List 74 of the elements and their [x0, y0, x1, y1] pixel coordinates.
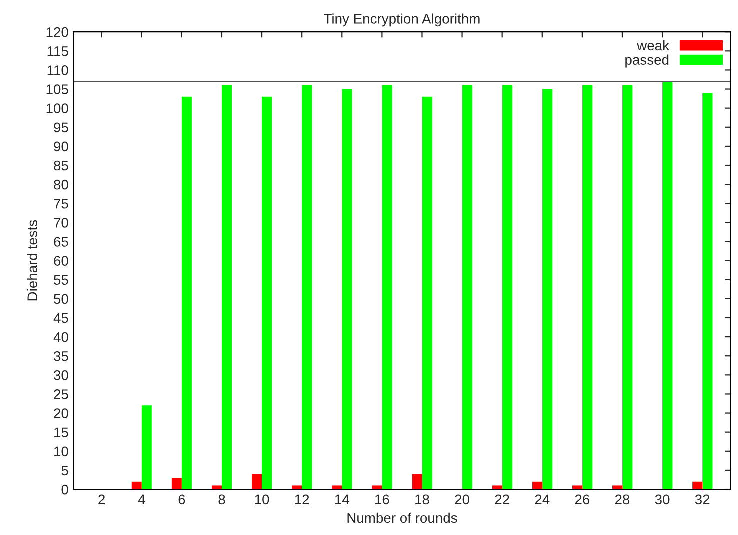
y-axis-title: Diehard tests: [27, 220, 38, 301]
bar: [302, 85, 312, 490]
y-tick-label: 10: [54, 446, 68, 457]
y-tick-label: 35: [54, 351, 68, 362]
y-tick-label: 40: [54, 332, 68, 342]
x-tick-label: 22: [495, 494, 510, 504]
bar: [252, 474, 262, 490]
bar: [342, 89, 352, 490]
bar: [612, 486, 622, 490]
bar: [132, 482, 142, 490]
y-tick-label: 50: [54, 294, 68, 304]
bar: [702, 93, 713, 490]
bar: [662, 82, 673, 490]
y-tick-label: 55: [54, 275, 68, 286]
bar: [292, 486, 302, 490]
bar: [142, 406, 152, 490]
x-tick-label: 6: [178, 494, 186, 505]
legend-label: weak: [637, 40, 670, 51]
bar: [532, 482, 542, 490]
x-tick-label: 14: [335, 494, 350, 504]
y-tick-label: 25: [54, 390, 68, 400]
bar: [412, 474, 422, 490]
bar: [422, 96, 432, 490]
y-tick-label: 85: [54, 160, 68, 171]
y-tick-label: 120: [46, 27, 68, 38]
y-tick-label: 30: [54, 370, 68, 380]
bar: [572, 486, 582, 490]
bar: [462, 85, 472, 490]
y-tick-label: 5: [62, 466, 68, 476]
x-tick-label: 16: [376, 494, 390, 505]
bar: [502, 85, 512, 490]
bar: [622, 85, 632, 490]
bar: [332, 486, 342, 490]
bar: [372, 486, 382, 490]
x-axis-title: Number of rounds: [348, 512, 458, 524]
bar: [582, 85, 592, 490]
x-tick-label: 24: [535, 494, 550, 504]
y-tick-label: 75: [54, 199, 68, 209]
y-tick-label: 45: [54, 313, 68, 324]
bar: [262, 96, 272, 490]
bar: [212, 486, 222, 490]
legend-label: passed: [626, 54, 669, 68]
bar: [172, 478, 182, 490]
bar: [222, 85, 232, 490]
y-tick-label: 115: [48, 46, 68, 56]
bar: [492, 486, 502, 490]
y-tick-label: 105: [46, 84, 68, 94]
x-tick-label: 2: [98, 494, 105, 504]
x-tick-label: 32: [695, 494, 710, 505]
y-tick-label: 65: [54, 237, 68, 247]
y-tick-label: 110: [48, 66, 68, 76]
y-tick-label: 90: [54, 142, 68, 152]
x-tick-label: 20: [455, 494, 470, 505]
x-tick-label: 4: [138, 494, 146, 504]
x-tick-label: 26: [575, 494, 590, 505]
bar: [382, 85, 392, 490]
bar: [182, 96, 192, 490]
y-tick-label: 0: [62, 484, 68, 495]
bar: [692, 482, 703, 490]
x-tick-label: 10: [255, 494, 270, 505]
y-tick-label: 20: [54, 408, 68, 418]
y-tick-label: 80: [54, 180, 68, 190]
y-tick-label: 60: [54, 256, 68, 266]
y-tick-label: 70: [54, 218, 68, 228]
y-tick-label: 15: [54, 428, 68, 438]
x-tick-label: 30: [655, 494, 670, 505]
bar: [542, 89, 552, 490]
y-tick-label: 100: [46, 104, 68, 114]
y-tick-label: 95: [54, 122, 68, 133]
x-tick-label: 18: [416, 494, 430, 505]
x-tick-label: 8: [218, 494, 226, 505]
chart-title: Tiny Encryption Algorithm: [324, 14, 480, 27]
x-tick-label: 12: [295, 494, 310, 504]
x-tick-label: 28: [615, 494, 630, 505]
